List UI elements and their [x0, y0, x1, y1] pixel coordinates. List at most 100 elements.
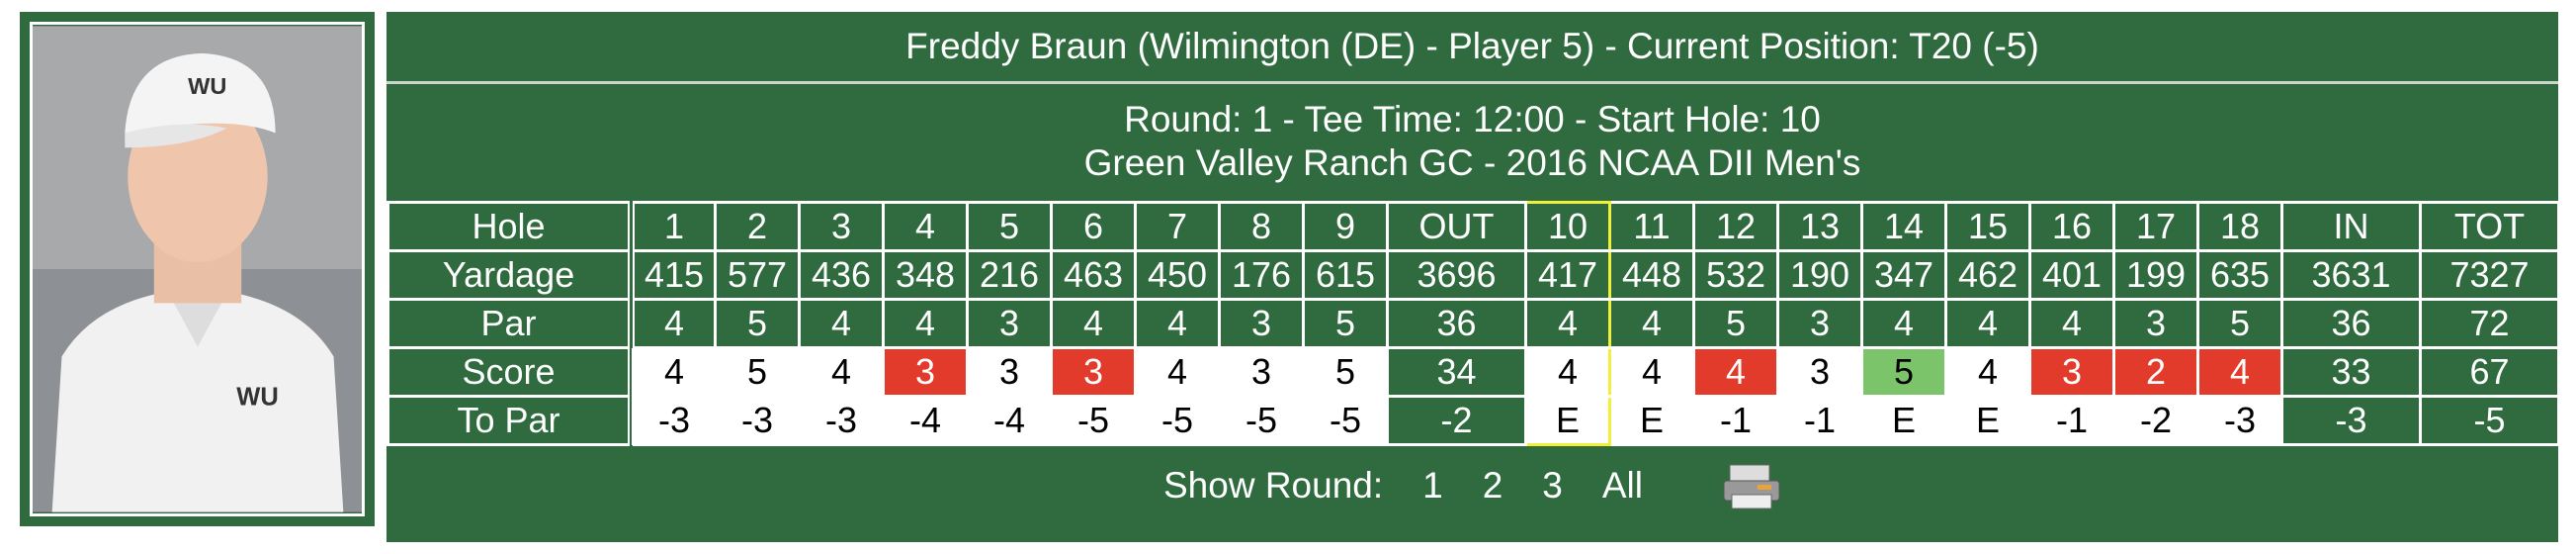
print-icon[interactable] — [1722, 461, 1781, 510]
score-cell: -4 — [966, 395, 1053, 446]
score-cell: -2 — [2112, 395, 2199, 446]
score-cell: -1 — [2028, 395, 2115, 446]
score-cell: -1 — [1776, 395, 1863, 446]
score-cell: 4 — [1524, 346, 1611, 398]
score-cell: 347 — [1860, 249, 1947, 301]
score-row: Score 4 5 4 3 3 3 4 3 5 34 4 4 4 3 5 4 3 2 4 33 67 — [386, 346, 2560, 398]
score-cell: 450 — [1134, 249, 1221, 301]
score-cell: -3 — [798, 395, 885, 446]
score-cell: 448 — [1608, 249, 1695, 301]
round-line: Round: 1 - Tee Time: 12:00 - Start Hole:… — [1124, 99, 1821, 139]
score-cell: 415 — [630, 249, 717, 301]
score-row: Par 4 5 4 4 3 4 4 3 5 36 4 4 5 3 4 4 4 3 5 36 72 — [386, 298, 2560, 349]
score-cell: -5 — [2419, 395, 2560, 446]
score-cell: 3696 — [1386, 249, 1527, 301]
score-cell: 436 — [798, 249, 885, 301]
score-cell: 3 — [1776, 298, 1863, 349]
score-cell: 3 — [1218, 298, 1305, 349]
score-cell: 17 — [2112, 201, 2199, 252]
score-table: Hole 1 2 3 4 5 6 7 8 9 OUT 10 11 12 13 14 15 16 17 18 IN TOT Y… — [386, 201, 2560, 446]
score-cell: 635 — [2196, 249, 2283, 301]
round-option[interactable]: 2 — [1482, 465, 1503, 506]
score-cell: 5 — [2196, 298, 2283, 349]
score-cell: 4 — [1608, 346, 1695, 398]
score-cell: 4 — [1524, 298, 1611, 349]
score-cell: 11 — [1608, 201, 1695, 252]
score-cell: 5 — [1692, 298, 1779, 349]
score-cell: 4 — [2028, 298, 2115, 349]
score-cell: 615 — [1302, 249, 1389, 301]
score-cell: 4 — [1134, 298, 1221, 349]
row-label: Score — [386, 346, 635, 398]
score-cell: 8 — [1218, 201, 1305, 252]
score-cell: 463 — [1050, 249, 1137, 301]
score-cell: -5 — [1218, 395, 1305, 446]
score-cell: 3 — [1776, 346, 1863, 398]
score-cell: OUT — [1386, 201, 1527, 252]
score-cell: E — [1944, 395, 2031, 446]
score-cell: 4 — [1860, 298, 1947, 349]
score-cell: -5 — [1134, 395, 1221, 446]
score-cell: 4 — [1944, 346, 2031, 398]
score-cell: 4 — [1944, 298, 2031, 349]
score-cell: 3631 — [2280, 249, 2422, 301]
score-cell: 401 — [2028, 249, 2115, 301]
score-cell: 2 — [714, 201, 801, 252]
score-cell: 34 — [1386, 346, 1527, 398]
score-cell: E — [1608, 395, 1695, 446]
score-cell: 7 — [1134, 201, 1221, 252]
score-cell: 4 — [630, 298, 717, 349]
score-cell: 3 — [2028, 346, 2115, 398]
score-cell: 14 — [1860, 201, 1947, 252]
score-cell: 5 — [1302, 346, 1389, 398]
score-cell: 3 — [966, 298, 1053, 349]
score-cell: -5 — [1302, 395, 1389, 446]
score-cell: 417 — [1524, 249, 1611, 301]
round-option[interactable]: 1 — [1422, 465, 1443, 506]
score-cell: 1 — [630, 201, 717, 252]
player-title: Freddy Braun (Wilmington (DE) - Player 5… — [386, 12, 2558, 84]
round-options: 1 2 3 All — [1413, 465, 1653, 507]
score-cell: 532 — [1692, 249, 1779, 301]
score-cell: -1 — [1692, 395, 1779, 446]
score-cell: 15 — [1944, 201, 2031, 252]
score-cell: 3 — [798, 201, 885, 252]
score-cell: 4 — [1134, 346, 1221, 398]
score-cell: 5 — [1860, 346, 1947, 398]
score-cell: TOT — [2419, 201, 2560, 252]
score-cell: 4 — [1608, 298, 1695, 349]
score-cell: -3 — [630, 395, 717, 446]
score-row: To Par -3 -3 -3 -4 -4 -5 -5 -5 -5 -2 E E -1 -1 E E -1 -2 -3… — [386, 395, 2560, 446]
score-cell: 199 — [2112, 249, 2199, 301]
score-cell: 7327 — [2419, 249, 2560, 301]
row-label: Yardage — [386, 249, 635, 301]
score-cell: 3 — [1218, 346, 1305, 398]
row-label: Par — [386, 298, 635, 349]
score-cell: 3 — [882, 346, 969, 398]
course-line: Green Valley Ranch GC - 2016 NCAA DII Me… — [1083, 142, 1861, 183]
score-cell: 176 — [1218, 249, 1305, 301]
score-cell: 18 — [2196, 201, 2283, 252]
round-info: Round: 1 - Tee Time: 12:00 - Start Hole:… — [386, 84, 2558, 201]
score-cell: 13 — [1776, 201, 1863, 252]
score-cell: 6 — [1050, 201, 1137, 252]
score-row: Hole 1 2 3 4 5 6 7 8 9 OUT 10 11 12 13 14 15 16 17 18 IN TOT — [386, 201, 2560, 252]
score-cell: 348 — [882, 249, 969, 301]
score-cell: 4 — [1692, 346, 1779, 398]
score-cell: 4 — [882, 201, 969, 252]
score-cell: 4 — [798, 298, 885, 349]
score-cell: 462 — [1944, 249, 2031, 301]
round-option[interactable]: All — [1601, 465, 1643, 506]
score-cell: -3 — [2196, 395, 2283, 446]
score-cell: 9 — [1302, 201, 1389, 252]
score-cell: 3 — [2112, 298, 2199, 349]
score-cell: 3 — [1050, 346, 1137, 398]
score-cell: E — [1860, 395, 1947, 446]
score-cell: 36 — [1386, 298, 1527, 349]
score-cell: -4 — [882, 395, 969, 446]
score-cell: 4 — [798, 346, 885, 398]
round-option[interactable]: 3 — [1542, 465, 1563, 506]
score-cell: 10 — [1524, 201, 1611, 252]
score-row: Yardage 415 577 436 348 216 463 450 176 615 3696 41… — [386, 249, 2560, 301]
